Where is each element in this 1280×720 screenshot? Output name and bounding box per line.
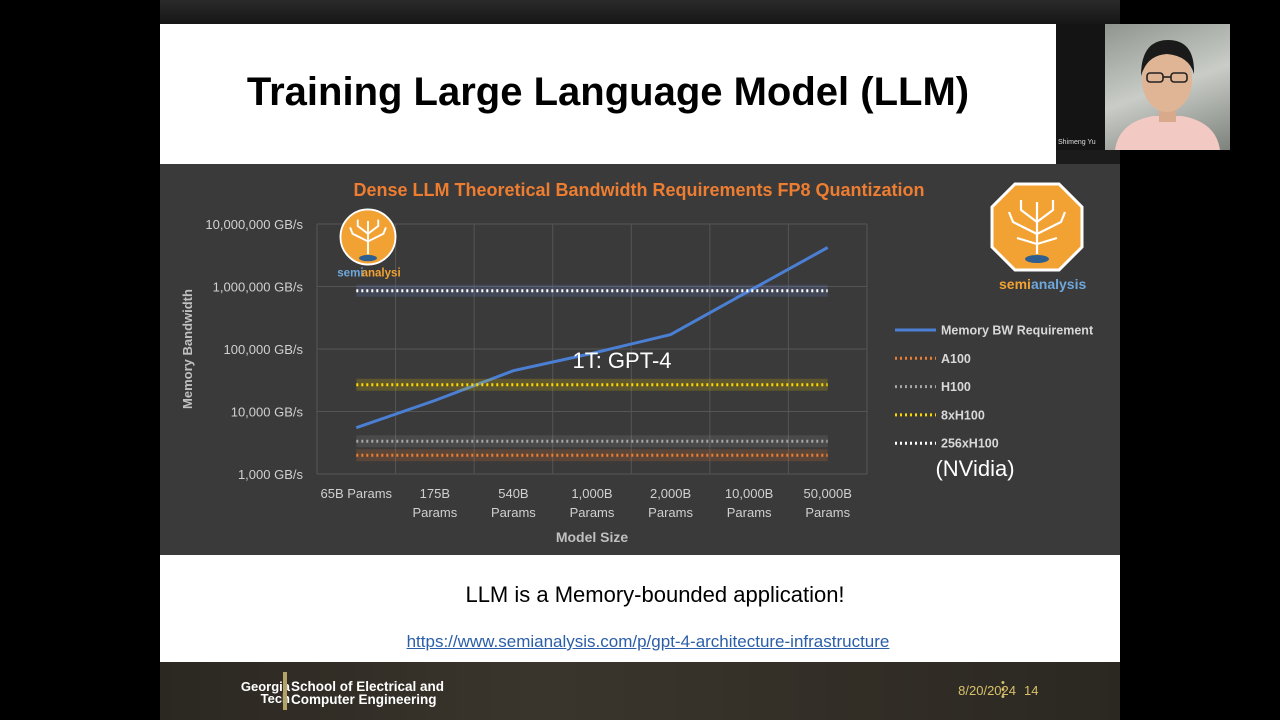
slide-date: 8/20/2024 [958,683,1016,698]
title-bar [160,24,1056,164]
x-tick-label: 1,000B [571,486,612,501]
logo-small-text-analysis: analysis [362,268,400,280]
school-name: School of Electrical and Computer Engine… [291,679,445,707]
y-tick-label: 100,000 GB/s [224,342,304,357]
y-tick-label: 1,000,000 GB/s [213,280,304,295]
legend-label: 256xH100 [941,437,999,451]
tree-circuit-icon [349,219,387,255]
legend-label: Memory BW Requirement [941,324,1094,338]
legend-label: 8xH100 [941,408,985,422]
y-axis-ticks: 1,000 GB/s 10,000 GB/s 100,000 GB/s 1,000,0… [205,217,303,482]
x-tick-label: Params [570,505,615,520]
caption-bar [160,555,1120,662]
gpt4-annotation: 1T: GPT-4 [572,348,671,373]
page-number: 14 [1024,683,1039,698]
chart-series [355,246,829,462]
x-tick-label: 10,000B [725,486,773,501]
semianalysis-logo-small: semi analysis [337,208,400,280]
x-tick-label: Params [727,505,772,520]
x-tick-label: 540B [498,486,528,501]
y-tick-label: 10,000 GB/s [231,405,304,420]
semianalysis-logo: semi analysis [990,182,1086,292]
legend-label: A100 [941,352,971,366]
logo-text-analysis: analysis [1031,276,1086,292]
source-note: (NVidia) [935,456,1014,481]
person-silhouette-icon [1115,40,1220,150]
y-tick-label: 10,000,000 GB/s [205,217,303,232]
chart-legend: Memory BW Requirement A100 H100 8xH100 256xH… [895,324,1094,451]
participant-video-feed [1105,24,1230,150]
x-tick-label: Params [648,505,693,520]
chart-title: Dense LLM Theoretical Bandwidth Requirem… [353,180,924,200]
x-tick-label: Params [805,505,850,520]
logo-line-tech: Tech [260,691,290,706]
slide-title: Training Large Language Model (LLM) [246,70,970,114]
school-line-2: Computer Engineering [291,691,437,707]
x-tick-label: Params [491,505,536,520]
logo-line-georgia: Georgia [240,679,290,694]
x-tick-label: 50,000B [803,486,851,501]
footer-divider [283,672,287,710]
x-axis-ticks: 65B Params 175B Params 540B Params 1,000B Para… [321,486,852,520]
school-line-1: School of Electrical and [291,679,445,694]
chart-panel [160,164,1120,555]
x-tick-label: 2,000B [650,486,691,501]
participant-name: Shimeng Yu [1058,139,1096,146]
slide-footer [160,662,1120,720]
series-line-memory-bw-requirement [355,246,829,430]
georgia-tech-logo: Georgia Tech [222,679,290,706]
tree-circuit-icon [1007,200,1067,254]
logo-text-semi: semi [999,276,1031,292]
x-tick-label: 65B Params [321,486,393,501]
logo-small-text-semi: semi [337,268,363,280]
vertical-dots-icon: • • • [1001,677,1005,703]
legend-label: H100 [941,380,971,394]
bandwidth-chart: Dense LLM Theoretical Bandwidth Requirem… [180,180,1094,545]
x-tick-label: Params [412,505,457,520]
slide-caption: LLM is a Memory-bounded application! [465,582,845,607]
y-tick-label: 1,000 GB/s [238,467,304,482]
y-axis-label: Memory Bandwidth [180,289,195,409]
chart-grid [316,223,868,475]
source-link[interactable]: https://www.semianalysis.com/p/gpt-4-arc… [406,632,890,651]
x-axis-label: Model Size [556,529,629,545]
x-tick-label: 175B [420,486,450,501]
slide-top-band [160,0,1120,24]
